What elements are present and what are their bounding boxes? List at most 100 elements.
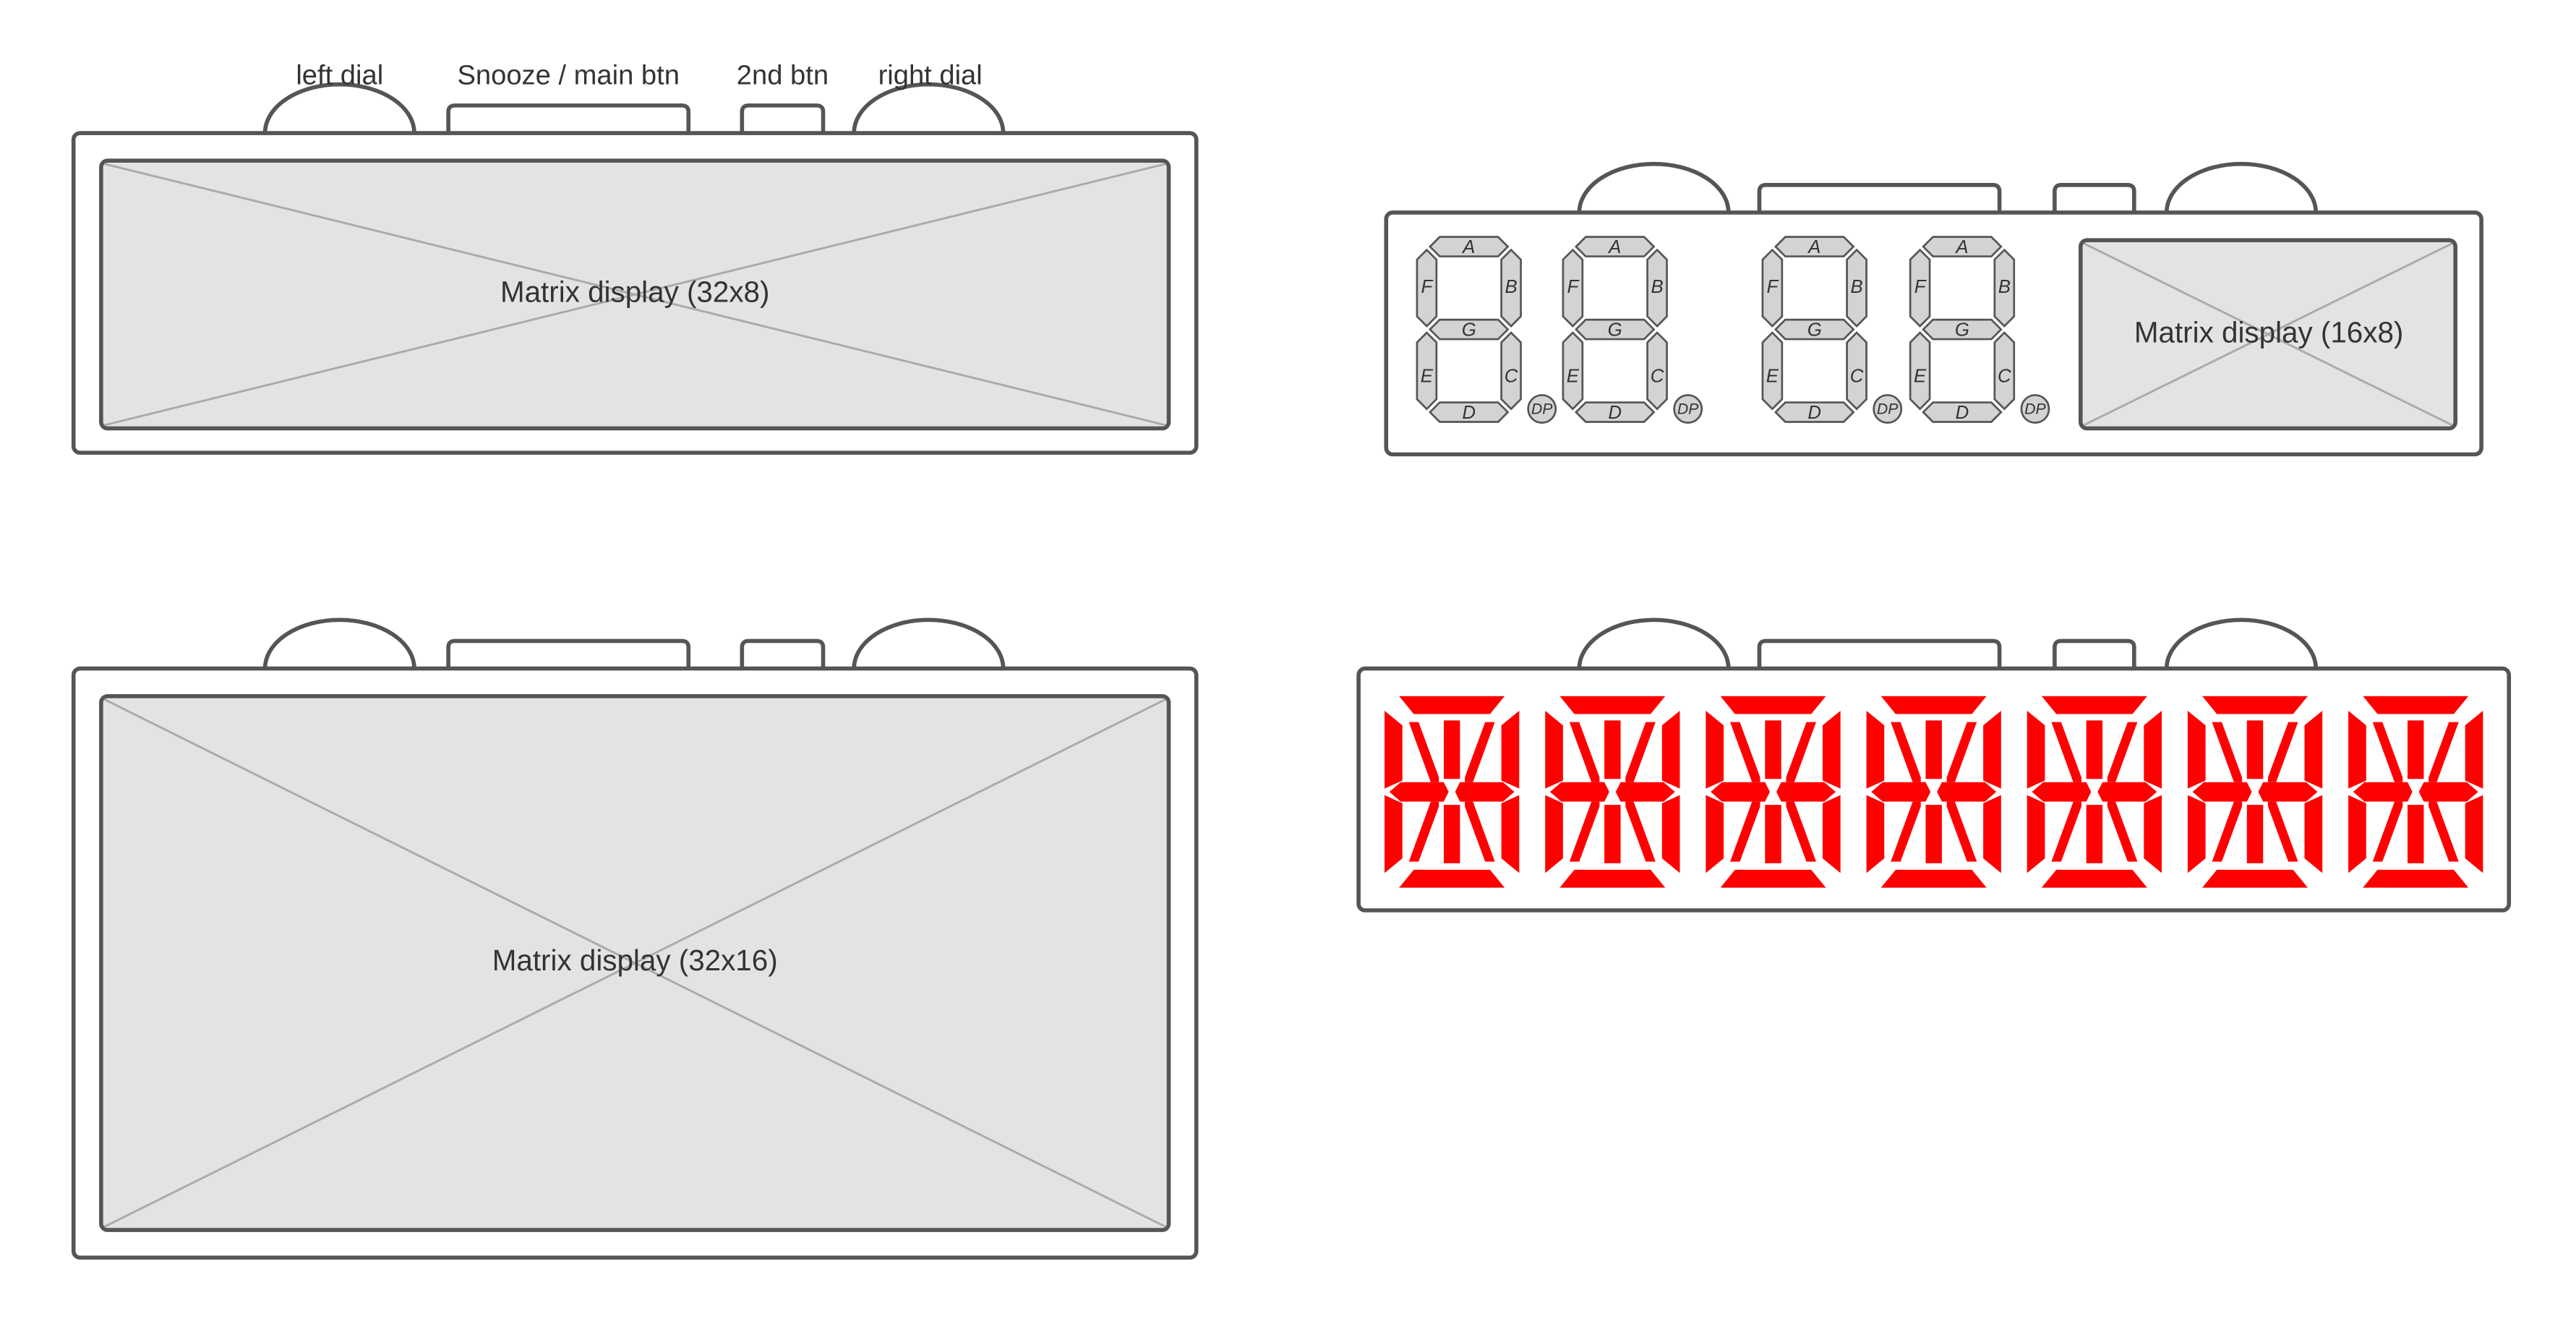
alphanumeric-segment	[1501, 795, 1520, 873]
segment-c	[1646, 331, 1668, 411]
alphanumeric-segment	[1880, 869, 1987, 888]
segment-a	[1922, 236, 2003, 257]
segment-c	[1993, 331, 2016, 411]
seven-segment-digit: A B C D E F G DP	[1909, 236, 2050, 424]
segment-d	[1773, 401, 1855, 423]
alphanumeric-segment	[1549, 782, 1609, 802]
segment-a	[1428, 236, 1510, 257]
left-dial	[262, 82, 416, 134]
alphanumeric-segment	[2192, 782, 2252, 802]
alphanumeric-segment	[1866, 710, 1885, 789]
segment-c	[1500, 331, 1522, 411]
second-button	[2053, 638, 2136, 669]
alphanumeric-segment	[2107, 801, 2138, 862]
segment-label: A	[1461, 237, 1475, 257]
segment-label: G	[1608, 320, 1622, 341]
segment-label: G	[1462, 320, 1476, 341]
alphanumeric-segment	[2051, 801, 2081, 862]
segment-label: C	[1998, 367, 2011, 387]
decimal-point	[1873, 394, 1903, 424]
alphanumeric-segment	[1866, 795, 1885, 873]
alphanumeric-segment	[1399, 869, 1505, 888]
alphanumeric-segment	[1925, 805, 1942, 863]
alphanumeric-segment	[2144, 710, 2162, 789]
alphanumeric-segment	[2372, 722, 2403, 782]
alphanumeric-segment	[2429, 722, 2459, 782]
segment-label: C	[1505, 367, 1518, 387]
alphanumeric-segment	[2363, 696, 2469, 714]
segment-e	[1416, 331, 1438, 411]
alphanumeric-segment	[2027, 710, 2045, 789]
alphanumeric-segment	[2418, 782, 2478, 802]
alphanumeric-segment	[2097, 782, 2157, 802]
alphanumeric-segment	[1443, 805, 1460, 863]
segment-label: C	[1651, 367, 1664, 387]
segment-label: A	[1807, 237, 1820, 257]
segment-label: F	[1767, 277, 1779, 297]
alphanumeric-segment	[2187, 710, 2206, 789]
alphanumeric-segment	[1720, 869, 1826, 888]
matrix-display-label: Matrix display (32x8)	[500, 275, 769, 308]
segment-label: D	[1462, 403, 1476, 423]
alphanumeric-segment	[1891, 722, 1921, 782]
alphanumeric-segment	[1389, 782, 1449, 802]
alphanumeric-segment	[1455, 782, 1515, 802]
right-dial-label: right dial	[878, 60, 983, 91]
alphanumeric-segment	[2258, 782, 2318, 802]
alphanumeric-segment	[2348, 710, 2366, 789]
decimal-point-label: DP	[2024, 400, 2046, 417]
right-dial	[852, 82, 1006, 134]
alphanumeric-segment	[1625, 801, 1656, 862]
segment-d	[1922, 401, 2003, 423]
alphanumeric-segment	[1765, 720, 1781, 779]
segment-d	[1574, 401, 1656, 423]
segment-g	[1773, 318, 1855, 341]
alphanumeric-segment	[2353, 782, 2413, 802]
segment-g	[1922, 318, 2003, 341]
alphanumeric-segment	[2041, 869, 2147, 888]
alphanumeric-segment	[2465, 710, 2483, 789]
segment-b	[1846, 248, 1867, 328]
second-button	[740, 638, 826, 669]
segment-label: E	[1567, 367, 1580, 387]
matrix-display-32x8: Matrix display (32x8)	[99, 158, 1171, 431]
segment-label: A	[1954, 237, 1968, 257]
segment-label: B	[1850, 277, 1862, 297]
alphanumeric-segment	[1730, 801, 1760, 862]
matrix-display-label: Matrix display (16x8)	[2134, 316, 2403, 349]
snooze-button	[446, 638, 691, 669]
alphanumeric-segment	[1822, 710, 1841, 789]
layout-matrix-32x16: Matrix display (32x16)	[71, 618, 1199, 1260]
alphanumeric-segment	[1776, 782, 1836, 802]
alphanumeric-segment	[2032, 782, 2092, 802]
alphanumeric-segment	[1559, 869, 1666, 888]
segment-e	[1761, 331, 1784, 411]
alphanumeric-segment	[1925, 720, 1942, 779]
segment-label: D	[1807, 403, 1821, 423]
seven-segment-digit: A B C D E F G DP	[1562, 236, 1703, 424]
alphanumeric-segment	[1465, 722, 1495, 782]
alphanumeric-segment	[2144, 795, 2162, 873]
left-dial	[262, 618, 416, 669]
alphanumeric-segment	[1706, 710, 1724, 789]
segment-label: F	[1914, 277, 1927, 297]
alphanumeric-segment	[1501, 710, 1520, 789]
segment-label: E	[1914, 367, 1927, 387]
alphanumeric-segment	[2086, 720, 2103, 779]
segment-g	[1574, 318, 1656, 341]
segment-label: C	[1850, 367, 1864, 387]
second-button	[740, 103, 826, 134]
alphanumeric-segment	[1569, 801, 1600, 862]
alphanumeric-digit	[1385, 696, 1520, 888]
segment-g	[1428, 318, 1510, 341]
alphanumeric-segment	[1661, 795, 1680, 873]
alphanumeric-segment	[1983, 795, 2001, 873]
alphanumeric-digit	[1545, 696, 1680, 888]
seven-segment-digit: A B C D E F G DP	[1761, 236, 1903, 424]
decimal-point-label: DP	[1531, 400, 1553, 417]
alphanumeric-segment	[1786, 722, 1816, 782]
segment-a	[1773, 236, 1855, 257]
right-dial	[2164, 618, 2319, 669]
matrix-display-32x16: Matrix display (32x16)	[99, 693, 1171, 1232]
alphanumeric-segment	[1399, 696, 1505, 714]
